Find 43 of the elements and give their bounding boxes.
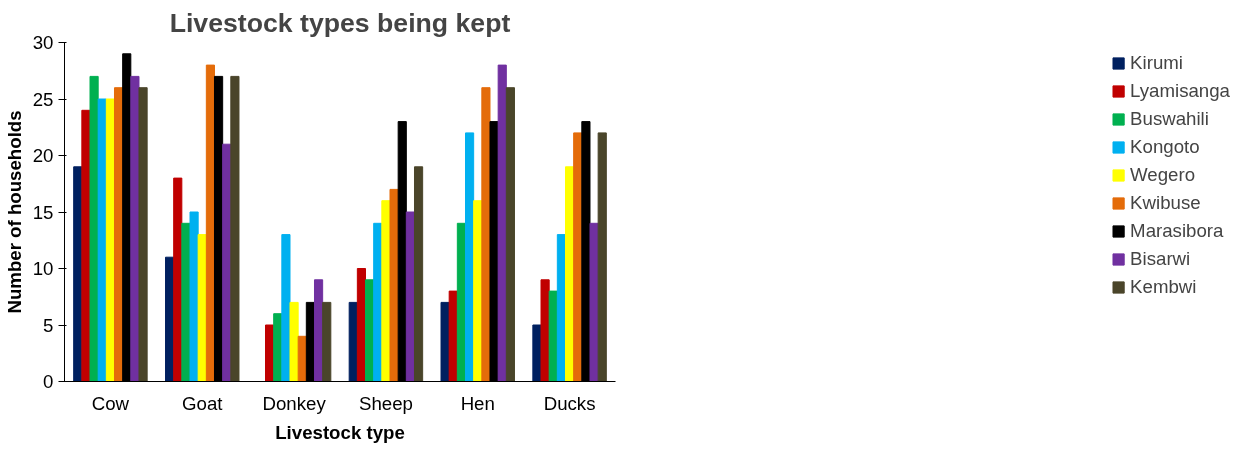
- bar: [289, 301, 299, 382]
- x-tick-label: Ducks: [543, 392, 596, 414]
- y-tick-label: 30: [32, 32, 54, 53]
- x-axis-title: Livestock type: [275, 421, 405, 443]
- bar: [173, 177, 183, 382]
- bar: [89, 75, 99, 382]
- y-axis-title: Number of households: [3, 110, 25, 314]
- legend-label: Bisarwi: [1130, 248, 1191, 270]
- legend-label: Marasibora: [1130, 220, 1224, 242]
- x-tick-label: Goat: [182, 392, 224, 414]
- x-tick-label: Hen: [460, 392, 495, 414]
- y-tick-label: 0: [43, 371, 54, 392]
- bar: [389, 188, 399, 382]
- x-tick-label: Donkey: [262, 392, 327, 414]
- bar: [413, 166, 424, 382]
- bar: [322, 301, 332, 382]
- bar: [281, 234, 291, 382]
- bar: [589, 222, 599, 382]
- bar: [138, 87, 148, 382]
- bar: [230, 75, 240, 382]
- bar: [313, 279, 324, 382]
- y-tick-label: 20: [32, 145, 54, 166]
- legend-label: Buswahili: [1130, 108, 1209, 130]
- chart-title: Livestock types being kept: [169, 7, 511, 38]
- bar: [505, 87, 515, 382]
- legend-label: Kirumi: [1130, 52, 1183, 74]
- x-tick-label: Sheep: [358, 392, 413, 414]
- y-tick-label: 5: [43, 314, 54, 336]
- bar: [465, 132, 475, 382]
- x-tick-label: Cow: [91, 392, 130, 414]
- legend-label: Kwibuse: [1130, 192, 1201, 214]
- y-tick-label: 15: [32, 201, 54, 223]
- y-tick-label: 10: [32, 258, 54, 279]
- bar: [440, 301, 450, 382]
- legend-label: Kongoto: [1130, 136, 1200, 158]
- legend-label: Kembwi: [1130, 276, 1197, 298]
- y-tick-label: 25: [32, 88, 54, 110]
- bar: [597, 132, 607, 382]
- bar: [540, 279, 550, 382]
- legend-label: Lyamisanga: [1130, 80, 1230, 102]
- legend-label: Wegero: [1130, 164, 1196, 186]
- bar: [481, 87, 491, 382]
- bar: [189, 211, 199, 382]
